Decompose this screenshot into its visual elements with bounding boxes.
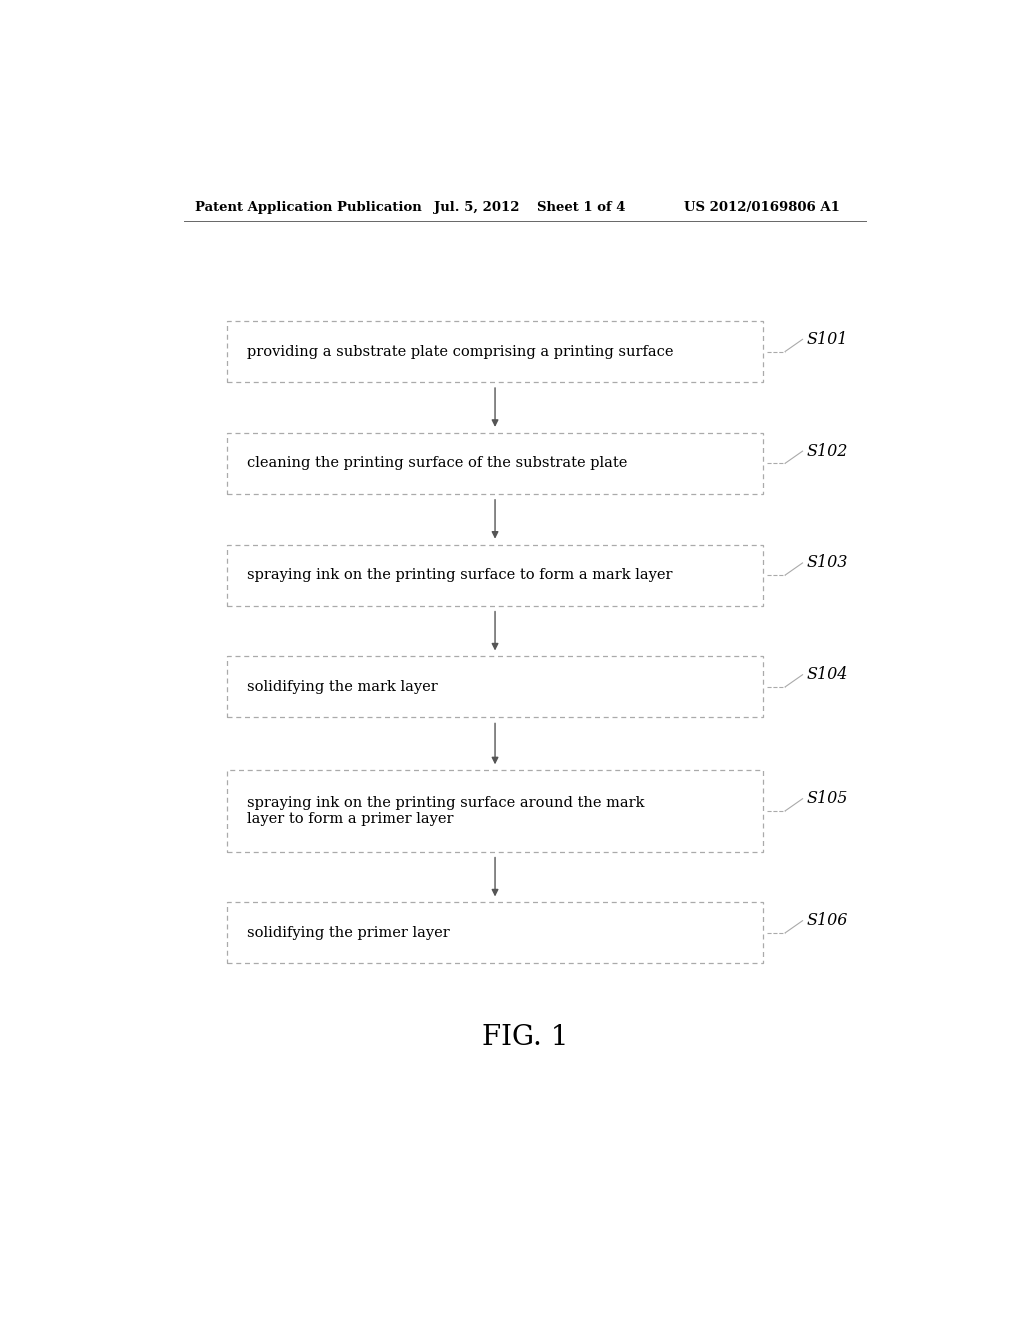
Text: FIG. 1: FIG. 1	[481, 1024, 568, 1051]
Text: spraying ink on the printing surface around the mark
layer to form a primer laye: spraying ink on the printing surface aro…	[247, 796, 644, 826]
Text: S104: S104	[807, 667, 848, 684]
Text: cleaning the printing surface of the substrate plate: cleaning the printing surface of the sub…	[247, 457, 628, 470]
Text: solidifying the mark layer: solidifying the mark layer	[247, 680, 438, 694]
Bar	[227, 433, 763, 494]
Text: S102: S102	[807, 442, 848, 459]
Text: providing a substrate plate comprising a printing surface: providing a substrate plate comprising a…	[247, 345, 674, 359]
Text: S101: S101	[807, 331, 848, 347]
Text: solidifying the primer layer: solidifying the primer layer	[247, 925, 450, 940]
Text: Jul. 5, 2012: Jul. 5, 2012	[433, 201, 519, 214]
Text: Sheet 1 of 4: Sheet 1 of 4	[537, 201, 626, 214]
Bar	[227, 545, 763, 606]
Text: S106: S106	[807, 912, 848, 929]
Text: US 2012/0169806 A1: US 2012/0169806 A1	[684, 201, 840, 214]
Bar	[227, 771, 763, 851]
Bar	[227, 903, 763, 964]
Bar	[227, 656, 763, 718]
Text: S105: S105	[807, 791, 848, 808]
Text: spraying ink on the printing surface to form a mark layer: spraying ink on the printing surface to …	[247, 568, 673, 582]
Text: S103: S103	[807, 554, 848, 572]
Bar	[227, 321, 763, 381]
Text: Patent Application Publication: Patent Application Publication	[196, 201, 422, 214]
